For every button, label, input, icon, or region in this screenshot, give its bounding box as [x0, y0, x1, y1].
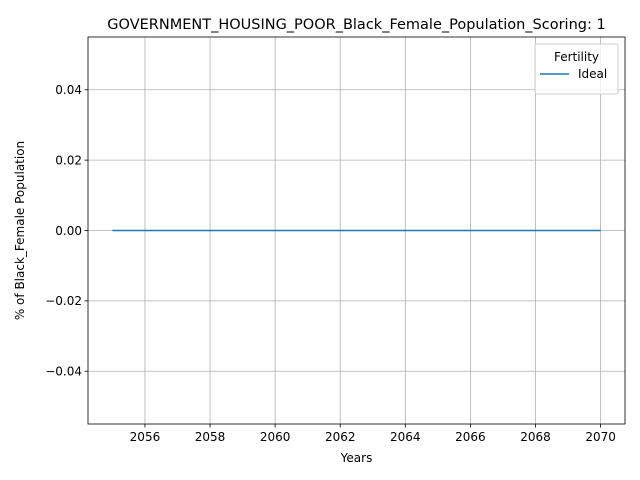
- legend-items: Ideal: [540, 67, 607, 81]
- x-tick-label: 2056: [130, 430, 161, 444]
- ticks: 2056 2058 2060 2062 2064 2066 2068 2070 −0.04 −0.…: [45, 83, 616, 444]
- x-axis-label: Years: [340, 451, 373, 465]
- x-tick-label: 2064: [390, 430, 421, 444]
- y-tick-label: 0.00: [55, 224, 82, 238]
- y-axis-label: % of Black_Female Population: [13, 141, 27, 320]
- legend-title: Fertility: [554, 50, 599, 64]
- x-tick-label: 2062: [325, 430, 356, 444]
- x-tick-label: 2058: [195, 430, 226, 444]
- x-tick-label: 2060: [260, 430, 291, 444]
- x-tick-label: 2068: [520, 430, 551, 444]
- legend: Fertility Ideal: [534, 43, 619, 95]
- y-tick-label: 0.02: [55, 153, 82, 167]
- legend-box: [534, 43, 619, 95]
- y-tick-label: −0.04: [45, 365, 82, 379]
- legend-label-ideal: Ideal: [578, 67, 607, 81]
- x-tick-label: 2066: [455, 430, 486, 444]
- y-tick-label: −0.02: [45, 294, 82, 308]
- chart-title: GOVERNMENT_HOUSING_POOR_Black_Female_Pop…: [107, 17, 605, 33]
- y-tick-label: 0.04: [55, 83, 82, 97]
- x-tick-label: 2070: [585, 430, 616, 444]
